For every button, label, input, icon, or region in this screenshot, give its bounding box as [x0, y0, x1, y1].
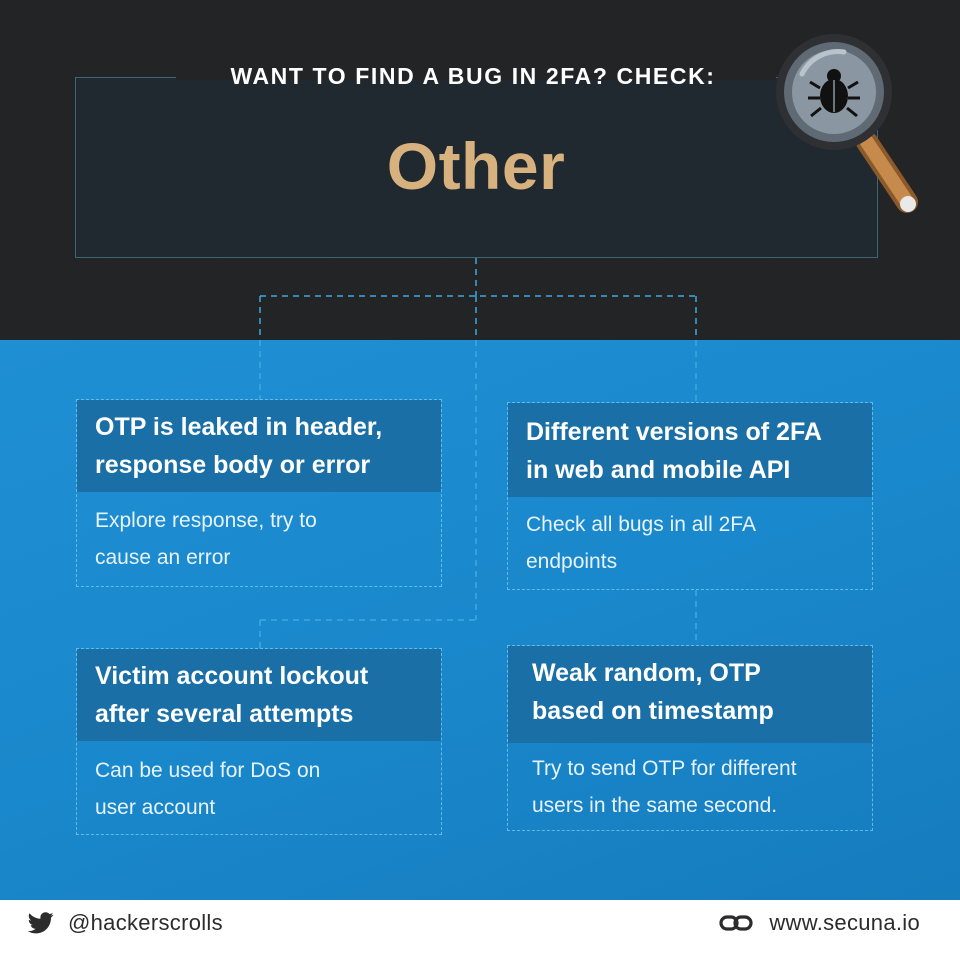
card-description: Can be used for DoS on user account — [95, 759, 321, 819]
footer-bar — [0, 900, 960, 960]
headline: WANT TO FIND A BUG IN 2FA? CHECK: — [230, 63, 716, 89]
page-title: Other — [386, 129, 566, 203]
twitter-credit[interactable]: @hackerscrolls — [28, 910, 223, 936]
twitter-handle[interactable]: @hackerscrolls — [68, 910, 223, 935]
card-description: Try to send OTP for different users in t… — [532, 757, 797, 817]
card-different-versions: Different versions of 2FA in web and mob… — [507, 402, 873, 590]
magnifying-glass-bug-icon — [776, 34, 918, 213]
card-title: Weak random, OTP based on timestamp — [508, 646, 872, 743]
card-title: Victim account lockout after several att… — [77, 649, 441, 741]
website-credit[interactable]: www.secuna.io — [719, 910, 920, 936]
card-victim-lockout: Victim account lockout after several att… — [76, 648, 442, 835]
card-title: Different versions of 2FA in web and mob… — [508, 403, 872, 497]
card-description: Explore response, try to cause an error — [95, 509, 317, 569]
twitter-bird-icon — [28, 912, 54, 934]
card-title: OTP is leaked in header, response body o… — [77, 400, 441, 492]
card-weak-random: Weak random, OTP based on timestamp Try … — [507, 645, 873, 831]
website-link[interactable]: www.secuna.io — [769, 910, 920, 935]
title-frame — [75, 76, 878, 258]
card-description: Check all bugs in all 2FA endpoints — [526, 513, 756, 573]
chain-link-icon — [719, 915, 753, 931]
card-otp-leaked: OTP is leaked in header, response body o… — [76, 399, 442, 587]
bug-icon — [808, 69, 860, 118]
